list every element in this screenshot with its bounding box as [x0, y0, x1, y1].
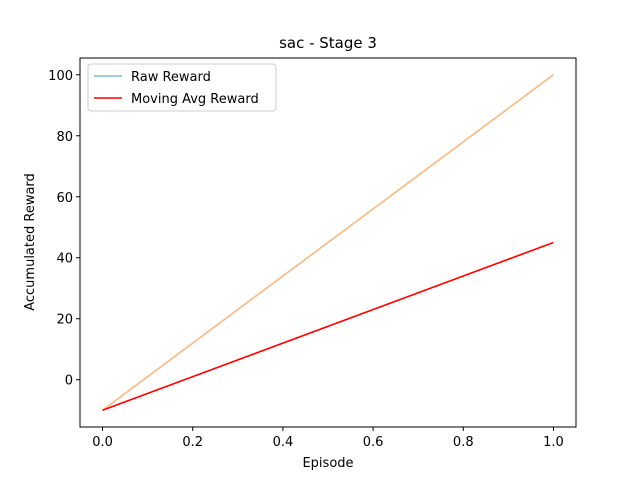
- data-line: [102, 241, 554, 411]
- x-axis-label: Episode: [302, 456, 353, 471]
- chart-title: sac - Stage 3: [279, 34, 377, 52]
- legend-label: Moving Avg Reward: [131, 92, 259, 107]
- x-tick-label: 0.2: [182, 435, 203, 450]
- x-tick-label: 1.0: [543, 435, 564, 450]
- x-tick-label: 0.6: [363, 435, 384, 450]
- legend-label: Raw Reward: [131, 70, 211, 85]
- y-tick-label: 0: [65, 374, 73, 389]
- y-tick-label: 80: [56, 130, 73, 145]
- y-tick-label: 60: [56, 191, 73, 206]
- x-tick-label: 0.4: [273, 435, 294, 450]
- y-tick-label: 100: [48, 69, 73, 84]
- y-tick-label: 20: [56, 313, 73, 328]
- y-tick-label: 40: [56, 252, 73, 267]
- legend-box: [87, 63, 277, 112]
- data-line: [102, 74, 554, 411]
- x-tick-label: 0.8: [453, 435, 474, 450]
- x-tick-label: 0.0: [92, 435, 113, 450]
- y-axis-label: Accumulated Reward: [23, 173, 38, 311]
- plot-frame: [79, 57, 577, 428]
